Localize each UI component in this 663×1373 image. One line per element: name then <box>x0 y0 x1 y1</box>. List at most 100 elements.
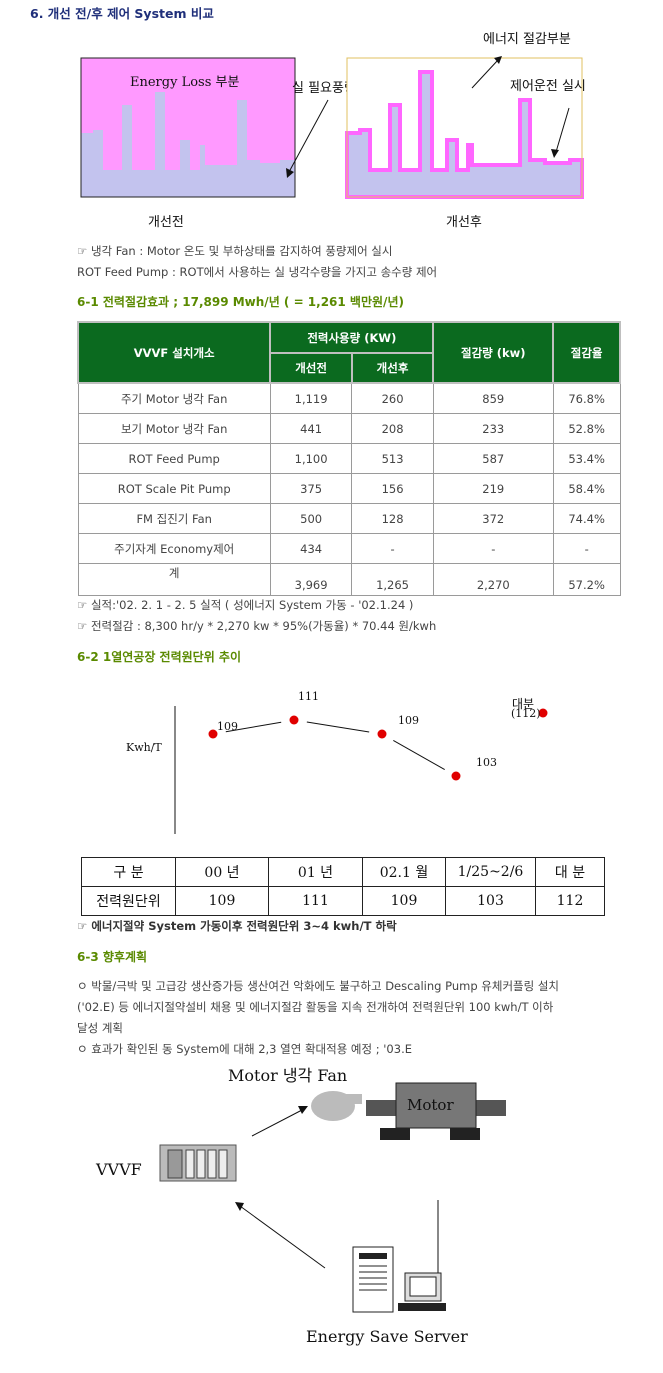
note-calc: ☞ 전력절감 : 8,300 hr/y * 2,270 kw * 95%(가동율… <box>77 619 437 633</box>
table-cell: 01 년 <box>268 857 363 887</box>
data-label: 109 <box>398 714 419 727</box>
data-label: 109 <box>217 720 238 733</box>
note-unit-drop: ☞ 에너지절약 System 가동이후 전력원단위 3~4 kwh/T 하락 <box>77 919 397 933</box>
data-label: (112) <box>511 707 541 720</box>
server-icon <box>352 1246 394 1313</box>
compare-figure: Energy Loss 부분 실 필요풍량/유량 에너지 절감부분 제어운전 실… <box>80 32 586 230</box>
table-cell: 372 <box>432 503 554 534</box>
table-cell: 434 <box>269 533 353 564</box>
table-cell: 1,119 <box>269 382 353 414</box>
note-record: ☞ 실적:'02. 2. 1 - 2. 5 실적 ( 성에너지 System 가… <box>77 598 414 612</box>
table-cell: 1,265 <box>351 563 434 596</box>
computer-icon <box>398 1272 446 1311</box>
section-title-power-saving: 6-1 전력절감효과 ; 17,899 Mwh/년 ( = 1,261 백만원/… <box>77 295 404 309</box>
power-saving-table: VVVF 설치개소 전력사용량 (KW) 절감량 (kw) 절감율 개선전 개선… <box>76 321 621 596</box>
energy-saving-label: 에너지 절감부분 <box>483 32 571 47</box>
table-cell: 513 <box>351 443 434 474</box>
motor-icon <box>366 1082 506 1140</box>
table-cell: 구 분 <box>81 857 176 887</box>
note-fan: ☞ 냉각 Fan : Motor 온도 및 부하상태를 감지하여 풍량제어 실시 <box>77 244 393 258</box>
table-cell: - <box>432 533 554 564</box>
table-row: 주기 Motor 냉각 Fan 1,119 260 859 76.8% <box>77 382 621 414</box>
table-row: 보기 Motor 냉각 Fan 441 208 233 52.8% <box>77 413 621 444</box>
data-point <box>208 729 218 739</box>
before-caption: 개선전 <box>148 215 184 230</box>
table-cell: 109 <box>362 886 446 916</box>
section-title-unit-trend: 6-2 1열연공장 전력원단위 추이 <box>77 650 242 664</box>
table-cell: 76.8% <box>552 382 621 414</box>
table-cell: 58.4% <box>552 473 621 504</box>
plan-line: ㅇ 박물/극박 및 고급강 생산증가등 생산여건 악화에도 불구하고 Desca… <box>77 979 560 993</box>
trend-line-segment <box>225 721 282 733</box>
table-row: 주기자계 Economy제어 434 - - - <box>77 533 621 564</box>
table-cell: 1,100 <box>269 443 353 474</box>
motor-label: Motor <box>407 1096 454 1114</box>
data-point <box>451 771 461 781</box>
table-cell: 주기 Motor 냉각 Fan <box>77 382 271 414</box>
table-row: 전력원단위 109 111 109 103 112 <box>81 886 605 916</box>
table-cell: 219 <box>432 473 554 504</box>
header-location: VVVF 설치개소 <box>76 321 272 384</box>
header-usage: 전력사용량 (KW) <box>269 321 435 354</box>
trend-line-segment <box>393 739 445 771</box>
table-cell: 375 <box>269 473 353 504</box>
table-cell: 2,270 <box>432 563 554 596</box>
table-cell: 계 <box>77 563 271 596</box>
annotation-label: 대분 <box>512 697 534 711</box>
fan-icon <box>311 1091 362 1121</box>
before-flow-area <box>81 92 295 197</box>
table-cell: 859 <box>432 382 554 414</box>
page-title: 6. 개선 전/후 제어 System 비교 <box>30 6 214 21</box>
plan-line: ('02.E) 등 에너지절약설비 채용 및 에너지절감 활동을 지속 전개하여… <box>77 1000 554 1014</box>
unit-table: 구 분 00 년 01 년 02.1 월 1/25~2/6 대 분 전력원단위 … <box>81 857 605 916</box>
trend-line-segment <box>306 721 370 733</box>
table-cell: 전력원단위 <box>81 886 176 916</box>
header-after: 개선후 <box>350 352 435 384</box>
table-cell: 109 <box>175 886 269 916</box>
table-cell: 3,969 <box>269 563 353 596</box>
table-cell: 441 <box>269 413 353 444</box>
section-title-plan: 6-3 향후계획 <box>77 950 148 964</box>
data-point <box>377 729 387 739</box>
table-cell: 53.4% <box>552 443 621 474</box>
table-cell: 208 <box>351 413 434 444</box>
table-row-total: 계 3,969 1,265 2,270 57.2% <box>77 563 621 596</box>
table-cell: 74.4% <box>552 503 621 534</box>
table-cell: 587 <box>432 443 554 474</box>
table-cell: - <box>552 533 621 564</box>
table-cell: 111 <box>268 886 363 916</box>
vvvf-label: VVVF <box>95 1160 142 1179</box>
plan-line: 달성 계획 <box>77 1021 123 1035</box>
table-cell: FM 집진기 Fan <box>77 503 271 534</box>
data-point <box>538 708 548 718</box>
table-row: 구 분 00 년 01 년 02.1 월 1/25~2/6 대 분 <box>81 857 605 887</box>
data-point <box>289 715 299 725</box>
after-caption: 개선후 <box>446 215 482 230</box>
table-cell: 260 <box>351 382 434 414</box>
header-before: 개선전 <box>269 352 353 384</box>
system-diagram: Motor 냉각 Fan Motor VVVF <box>95 1066 506 1346</box>
energy-loss-label: Energy Loss 부분 <box>130 75 239 90</box>
table-cell: 112 <box>535 886 605 916</box>
note-rot: ROT Feed Pump : ROT에서 사용하는 실 냉각수량을 가지고 송… <box>77 265 438 279</box>
header-rate: 절감율 <box>552 321 621 384</box>
vvvf-cabinet-icon <box>159 1144 237 1182</box>
server-label: Energy Save Server <box>306 1327 468 1346</box>
unit-trend-chart: Kwh/T 대분 109 111 109 103 (112) <box>126 690 548 834</box>
table-cell: 1/25~2/6 <box>445 857 536 887</box>
table-cell: 00 년 <box>175 857 269 887</box>
table-cell: 02.1 월 <box>362 857 446 887</box>
data-label: 111 <box>298 690 319 703</box>
table-row: ROT Feed Pump 1,100 513 587 53.4% <box>77 443 621 474</box>
data-label: 103 <box>476 756 497 769</box>
table-cell: 156 <box>351 473 434 504</box>
table-cell: 233 <box>432 413 554 444</box>
after-flow-area <box>345 70 584 199</box>
table-cell: 57.2% <box>552 563 621 596</box>
table-cell: - <box>351 533 434 564</box>
table-row: FM 집진기 Fan 500 128 372 74.4% <box>77 503 621 534</box>
table-cell: 52.8% <box>552 413 621 444</box>
table-cell: 500 <box>269 503 353 534</box>
table-cell: 주기자계 Economy제어 <box>77 533 271 564</box>
table-cell: 보기 Motor 냉각 Fan <box>77 413 271 444</box>
